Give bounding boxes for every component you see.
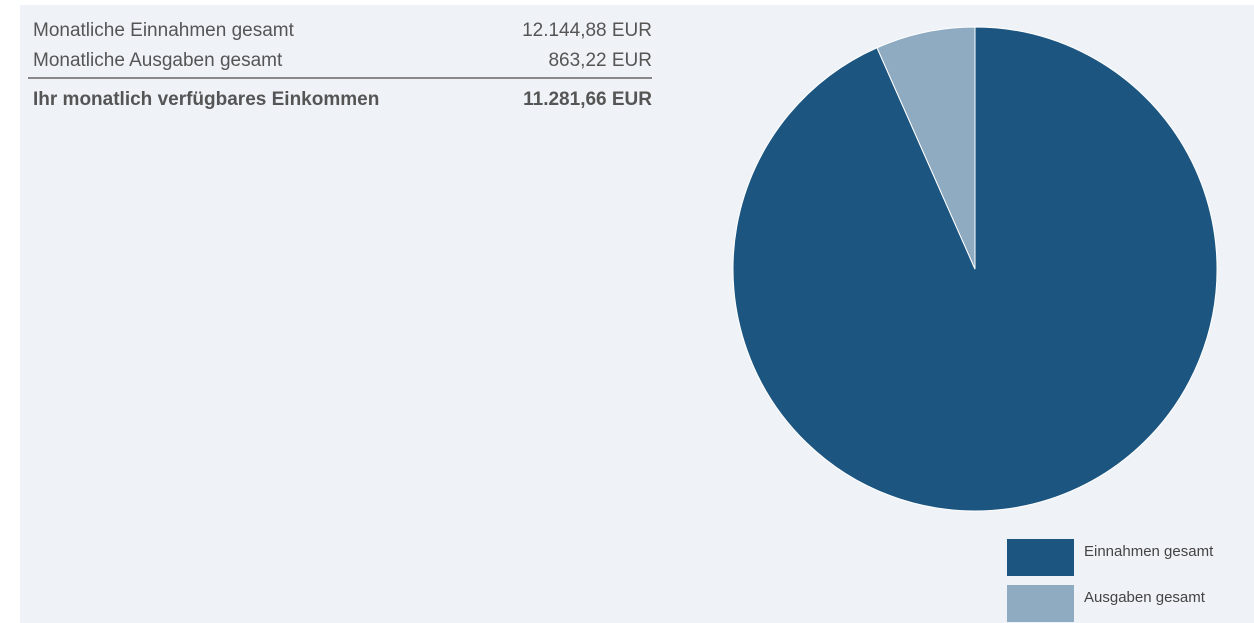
legend-label: Einnahmen gesamt (1084, 543, 1214, 560)
row-amount: 12.144,88 EUR (522, 20, 652, 41)
total-label: Ihr monatlich verfügbares Einkommen (33, 89, 380, 110)
income-row: Monatliche Einnahmen gesamt 12.144,88 EU… (33, 20, 652, 42)
legend-swatch (1007, 539, 1074, 576)
row-amount: 863,22 EUR (548, 50, 652, 71)
separator (28, 77, 652, 79)
row-label: Monatliche Ausgaben gesamt (33, 50, 283, 71)
legend-swatch (1007, 585, 1074, 622)
pie-slice (876, 26, 976, 270)
total-row: Ihr monatlich verfügbares Einkommen 11.2… (33, 89, 652, 111)
expense-row: Monatliche Ausgaben gesamt 863,22 EUR (33, 50, 652, 72)
legend-label: Ausgaben gesamt (1084, 589, 1206, 606)
row-label: Monatliche Einnahmen gesamt (33, 20, 294, 41)
total-amount: 11.281,66 EUR (523, 89, 652, 110)
